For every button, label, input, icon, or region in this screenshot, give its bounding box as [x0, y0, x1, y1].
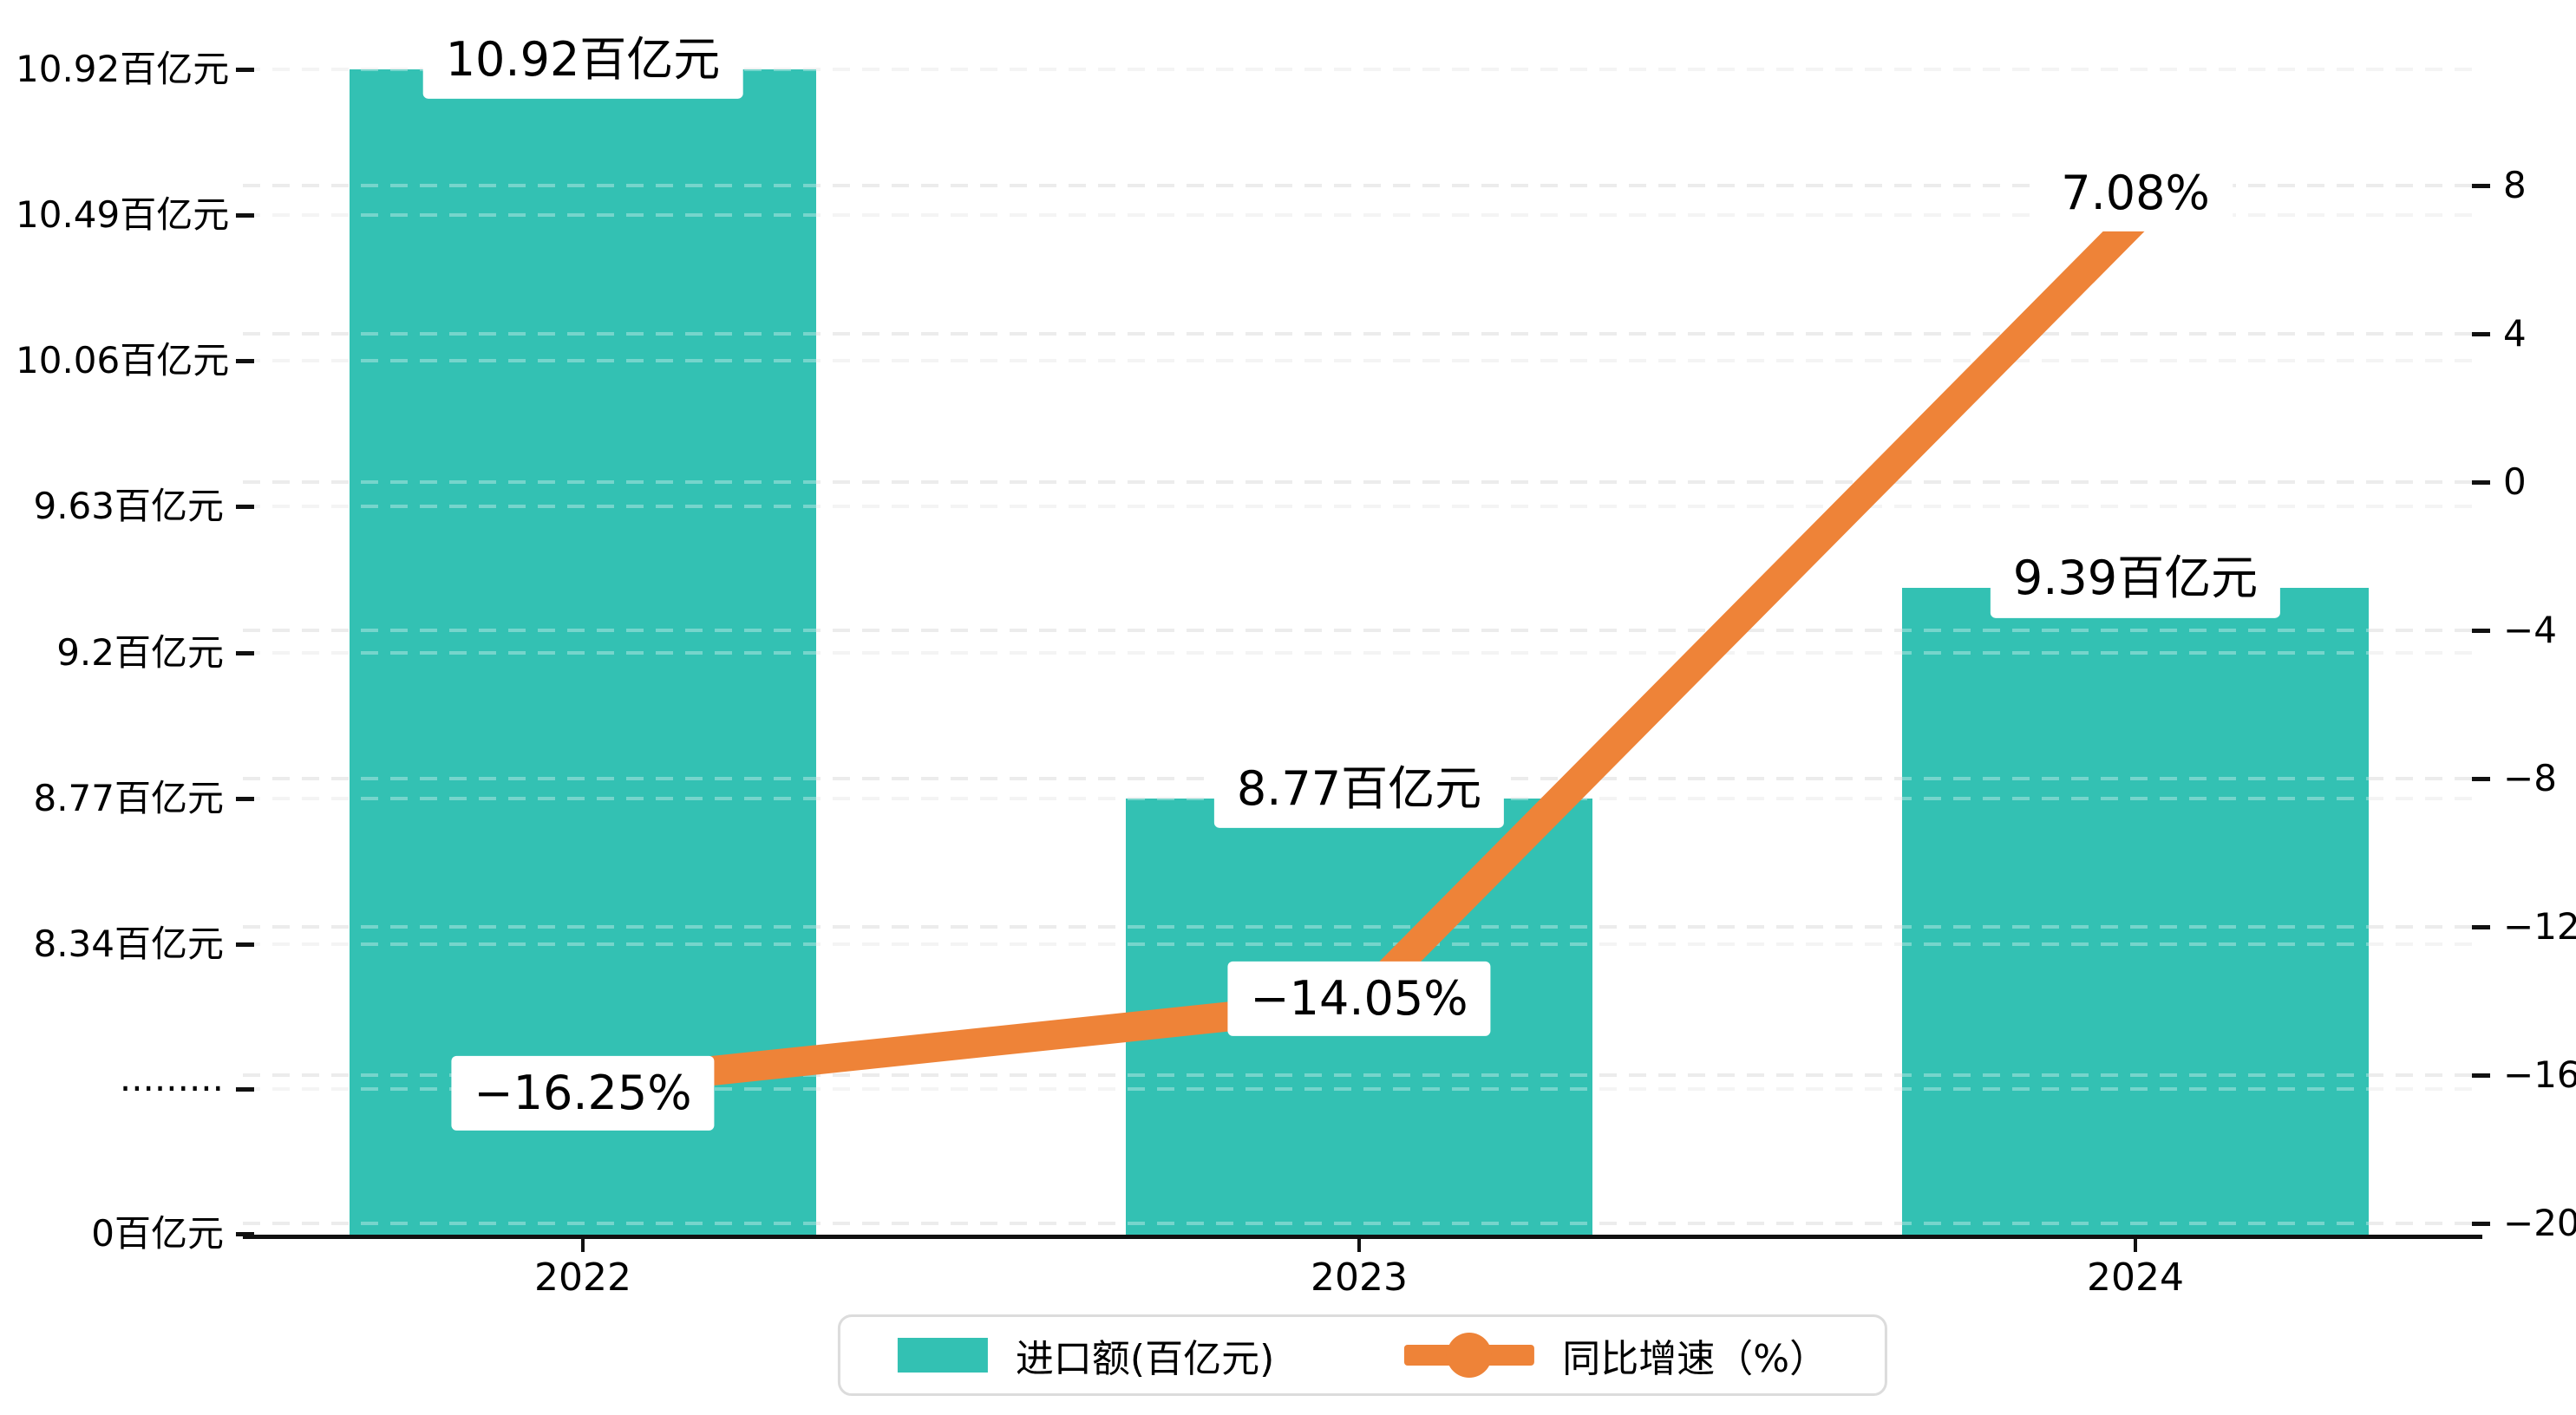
right-axis-tickmark: [2472, 332, 2490, 336]
gridline: [243, 184, 2482, 187]
x-axis-label-2023: 2023: [1311, 1255, 1408, 1300]
gridline-overlay: [243, 1087, 2482, 1091]
gridline-overlay: [243, 505, 2482, 509]
right-axis-tick-label: −4: [2503, 609, 2557, 651]
line-swatch-marker-dot: [1447, 1333, 1493, 1378]
left-axis-tick-label: 8.34百亿元: [33, 923, 224, 965]
left-axis-tick-label: 9.63百亿元: [33, 485, 224, 528]
right-axis-tickmark: [2472, 925, 2490, 929]
left-axis-break-marker: ·········: [119, 1067, 224, 1110]
x-axis-label-2024: 2024: [2087, 1255, 2184, 1300]
line-value-label: 7.08%: [2038, 156, 2233, 231]
gridline: [243, 359, 2482, 363]
left-axis-tickmark: [236, 505, 254, 510]
bar-2024: [1902, 588, 2369, 1238]
x-axis-label-2022: 2022: [534, 1255, 631, 1300]
right-axis-tick-label: −8: [2503, 757, 2557, 799]
line-series-swatch: [1404, 1331, 1535, 1379]
line-value-label: −16.25%: [451, 1055, 715, 1131]
right-axis-tick-label: −16: [2503, 1053, 2576, 1096]
left-axis-tick-label: 10.49百亿元: [16, 193, 230, 237]
gridline-overlay: [243, 942, 2482, 946]
left-axis-tickmark: [236, 1087, 254, 1092]
left-axis-tick-label: 9.2百亿元: [56, 630, 224, 674]
legend-item-import-value: 进口额(百亿元): [897, 1327, 1275, 1383]
gridline-overlay: [243, 359, 2482, 363]
left-axis-tickmark: [236, 942, 254, 947]
gridline-overlay: [243, 629, 2482, 632]
right-axis-tickmark: [2472, 1073, 2490, 1078]
gridline-overlay: [243, 67, 2482, 71]
gridline-overlay: [243, 332, 2482, 336]
legend-item-growth-rate: 同比增速（%）: [1404, 1327, 1827, 1383]
left-axis-tickmark: [236, 213, 254, 218]
left-axis-tick-label: 0百亿元: [91, 1212, 224, 1255]
bar-value-label: 8.77百亿元: [1213, 749, 1505, 828]
right-axis-tick-label: 4: [2503, 312, 2527, 355]
gridline: [243, 629, 2482, 632]
bar-value-label: 10.92百亿元: [422, 20, 743, 99]
right-axis-tick-label: 0: [2503, 460, 2527, 503]
x-axis-tickmark: [2134, 1236, 2137, 1252]
gridline: [243, 480, 2482, 484]
gridline-overlay: [243, 213, 2482, 218]
left-axis-tick-label: 8.77百亿元: [33, 776, 224, 819]
gridline-overlay: [243, 650, 2482, 655]
right-axis-tick-label: −20: [2503, 1202, 2576, 1244]
bar-series-swatch: [897, 1338, 988, 1373]
left-axis-tickmark: [236, 359, 254, 364]
bar-value-label: 9.39百亿元: [1990, 539, 2281, 618]
right-axis-tickmark: [2472, 629, 2490, 633]
bar-2022: [350, 68, 816, 1238]
gridline: [243, 332, 2482, 336]
gridline: [243, 650, 2482, 655]
gridline: [243, 505, 2482, 509]
gridline-overlay: [243, 184, 2482, 187]
left-axis-tickmark: [236, 1232, 254, 1236]
x-axis-line: [243, 1235, 2482, 1239]
right-axis-tickmark: [2472, 1222, 2490, 1226]
right-axis-tickmark: [2472, 184, 2490, 188]
chart-legend: 进口额(百亿元) 同比增速（%）: [837, 1314, 1888, 1396]
left-axis-tickmark: [236, 67, 254, 72]
gridline-overlay: [243, 1073, 2482, 1077]
left-axis-tickmark: [236, 796, 254, 801]
line-value-label: −14.05%: [1227, 961, 1491, 1036]
gridline: [243, 213, 2482, 218]
legend-label-growth-rate: 同比增速（%）: [1562, 1337, 1828, 1381]
left-axis-tick-label: 10.92百亿元: [16, 47, 230, 90]
right-axis-tick-label: 8: [2503, 164, 2527, 206]
right-axis-tickmark: [2472, 777, 2490, 781]
right-axis-tick-label: −12: [2503, 905, 2576, 948]
x-axis-tickmark: [581, 1236, 585, 1252]
left-axis-tickmark: [236, 650, 254, 655]
right-axis-tickmark: [2472, 480, 2490, 485]
gridline-overlay: [243, 1222, 2482, 1225]
gridline-overlay: [243, 925, 2482, 929]
x-axis-tickmark: [1357, 1236, 1361, 1252]
gridline: [243, 67, 2482, 71]
gridline-overlay: [243, 480, 2482, 484]
left-axis-tick-label: 10.06百亿元: [16, 339, 230, 382]
legend-label-import-value: 进口额(百亿元): [1015, 1337, 1275, 1381]
